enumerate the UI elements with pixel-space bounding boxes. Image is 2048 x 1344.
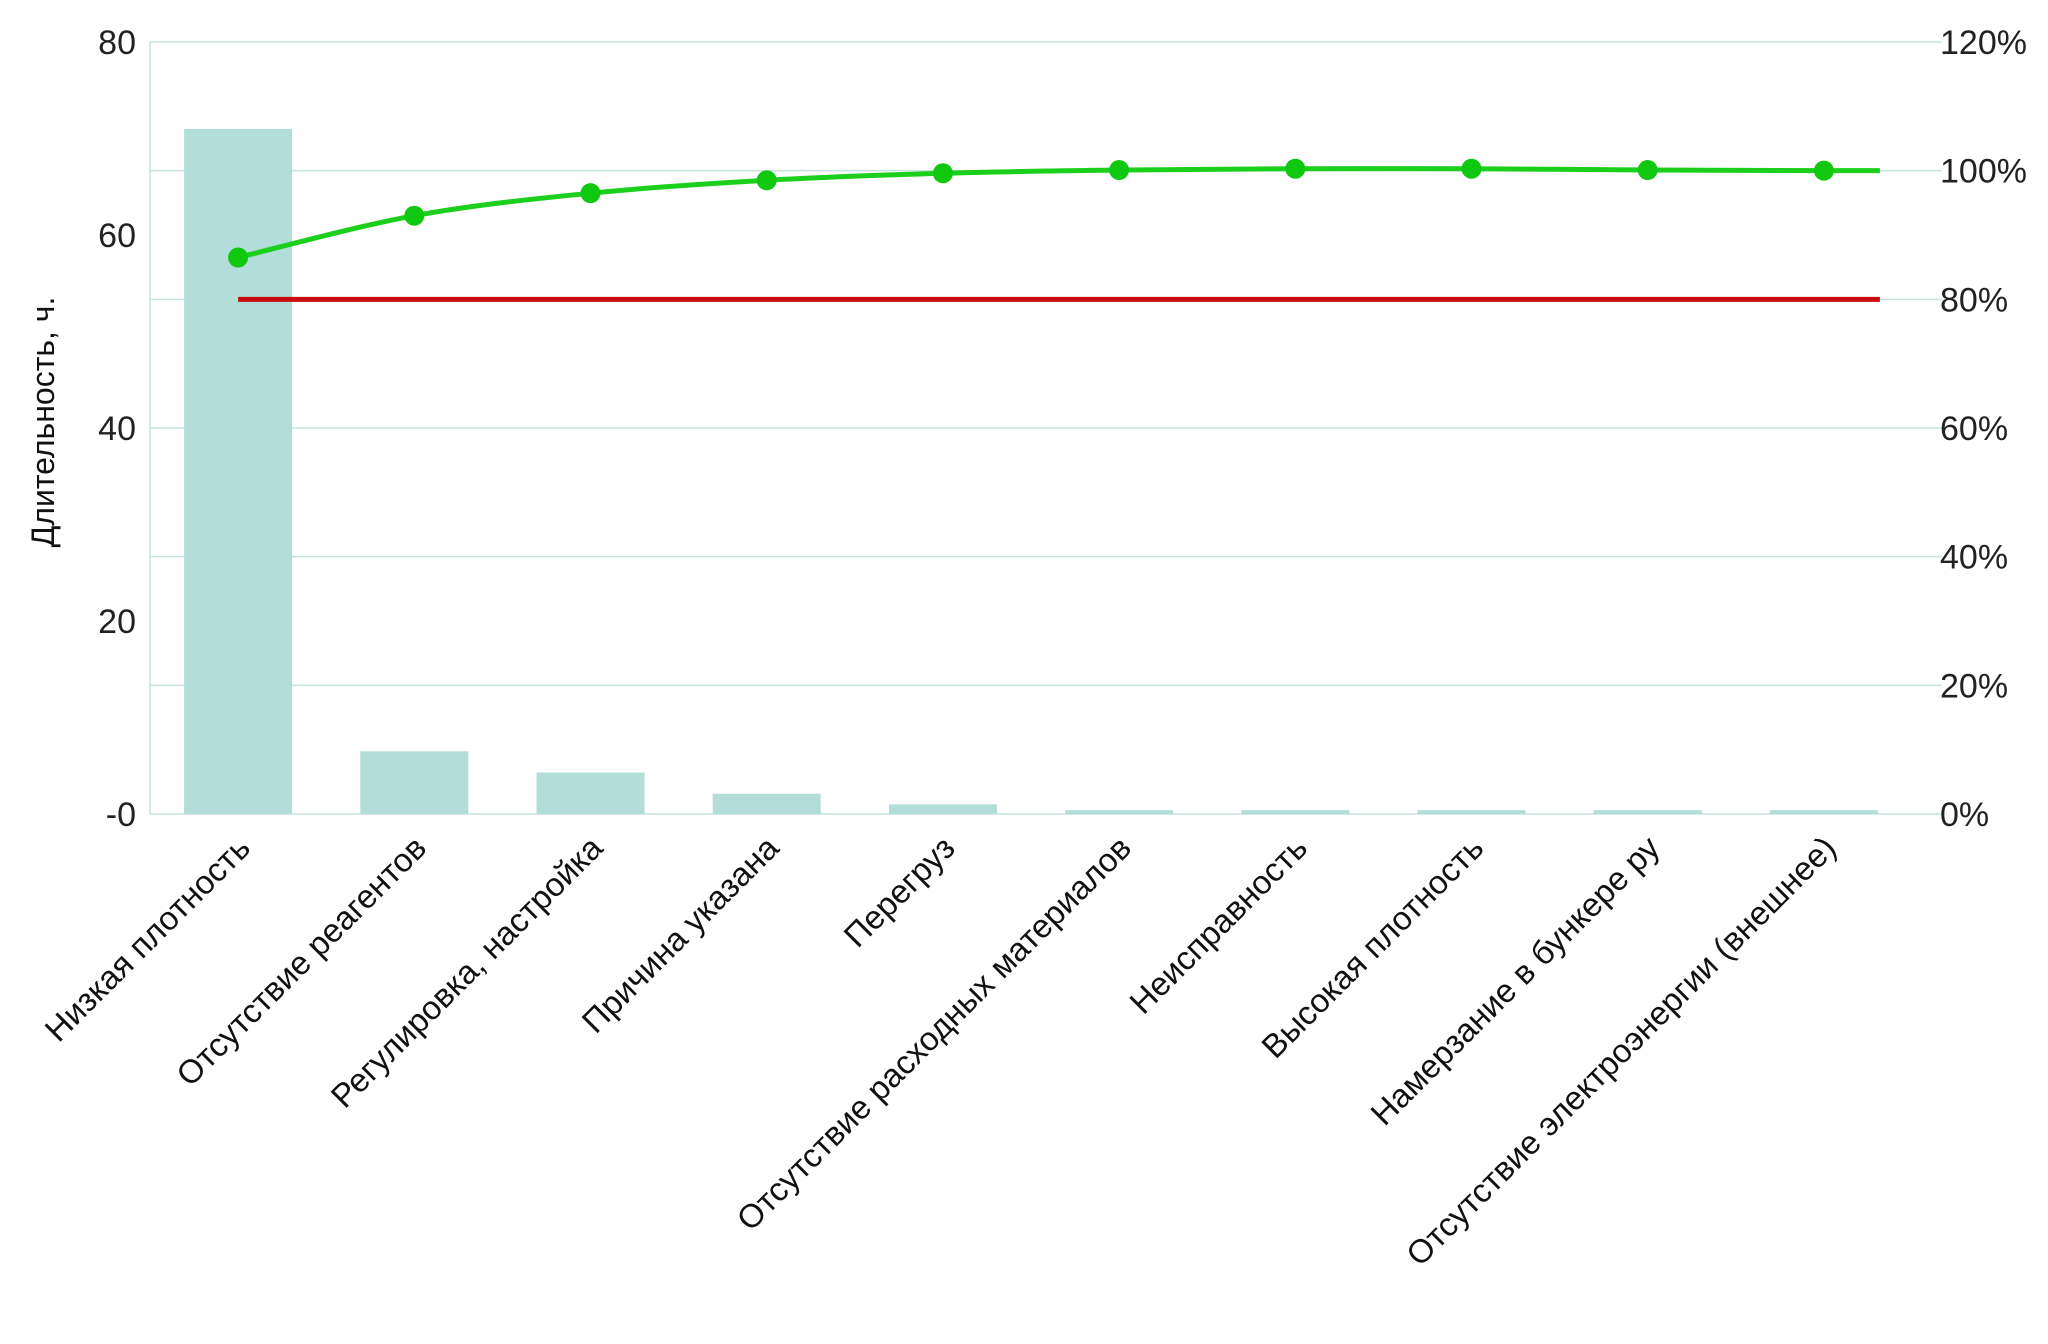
bar (1065, 810, 1174, 814)
y-axis-label: Длительность, ч. (25, 297, 61, 548)
cumulative-point (756, 170, 777, 191)
cumulative-point (932, 163, 953, 184)
bar (888, 804, 997, 814)
bars (184, 128, 1878, 815)
cumulative-point (1109, 160, 1130, 181)
right-axis-tick-label: 60% (1940, 410, 2008, 448)
grid-lines (149, 41, 1942, 815)
left-axis-tick-label: 60 (98, 217, 136, 255)
left-axis-ticks: -0 20 40 60 80 (98, 24, 136, 834)
cumulative-line (237, 166, 1880, 260)
right-axis-ticks: 0% 20% 40% 60% 80% 100% 120% (1940, 24, 2027, 834)
left-axis-tick-label: 20 (98, 603, 136, 641)
left-axis-tick-label: 40 (98, 410, 136, 448)
category-label: Неисправность (1122, 829, 1314, 1021)
cumulative-point (1285, 158, 1306, 179)
right-axis-tick-label: 120% (1940, 24, 2027, 62)
left-axis-tick-label: -0 (106, 796, 136, 834)
bar (1593, 810, 1702, 814)
bar (1769, 810, 1878, 814)
category-label: Отсутствие расходных материалов (729, 829, 1138, 1238)
bar (712, 793, 821, 814)
cumulative-point (1813, 160, 1834, 181)
cumulative-line-group (228, 158, 1880, 268)
cumulative-point (228, 247, 249, 268)
right-axis-tick-label: 100% (1940, 153, 2027, 191)
right-axis-tick-label: 20% (1940, 667, 2008, 705)
right-axis-tick-label: 40% (1940, 539, 2008, 577)
bar (1417, 810, 1526, 814)
bar (1241, 810, 1350, 814)
category-label: Причина указана (575, 828, 787, 1040)
right-axis-tick-label: 0% (1940, 796, 1989, 834)
right-axis-tick-label: 80% (1940, 281, 2008, 319)
left-axis-tick-label: 80 (98, 24, 136, 62)
cumulative-point (1461, 158, 1482, 179)
bar (536, 772, 645, 814)
category-label: Перегруз (836, 829, 961, 954)
cumulative-point (1637, 160, 1658, 181)
category-label: Намерзание в бункере ру (1363, 828, 1667, 1132)
bar (184, 128, 293, 815)
cumulative-point (404, 205, 425, 226)
bar (360, 751, 469, 814)
cumulative-point (580, 183, 601, 204)
